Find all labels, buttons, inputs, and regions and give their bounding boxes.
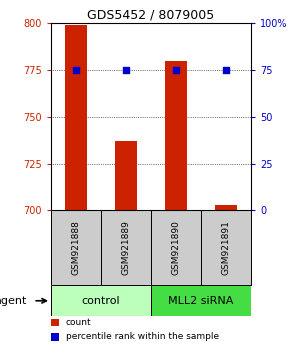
- Bar: [164, 61, 187, 211]
- Point: [224, 67, 228, 73]
- Bar: [51, 319, 59, 326]
- Text: MLL2 siRNA: MLL2 siRNA: [168, 296, 233, 306]
- Text: GSM921890: GSM921890: [171, 221, 180, 275]
- Bar: [151, 211, 201, 285]
- Bar: [51, 211, 101, 285]
- Text: GSM921888: GSM921888: [71, 221, 80, 275]
- Bar: [215, 205, 237, 211]
- Bar: [101, 211, 151, 285]
- Bar: [64, 25, 87, 211]
- Text: control: control: [81, 296, 120, 306]
- Point: [124, 67, 128, 73]
- Text: percentile rank within the sample: percentile rank within the sample: [66, 332, 219, 341]
- Point: [73, 67, 78, 73]
- Text: agent: agent: [0, 296, 27, 306]
- Bar: [51, 285, 151, 316]
- Text: GSM921891: GSM921891: [221, 221, 230, 275]
- Bar: [51, 333, 59, 341]
- Bar: [151, 285, 251, 316]
- Text: GSM921889: GSM921889: [121, 221, 130, 275]
- Title: GDS5452 / 8079005: GDS5452 / 8079005: [87, 9, 214, 22]
- Bar: [115, 141, 137, 211]
- Bar: [201, 211, 251, 285]
- Text: count: count: [66, 318, 91, 327]
- Point: [173, 67, 178, 73]
